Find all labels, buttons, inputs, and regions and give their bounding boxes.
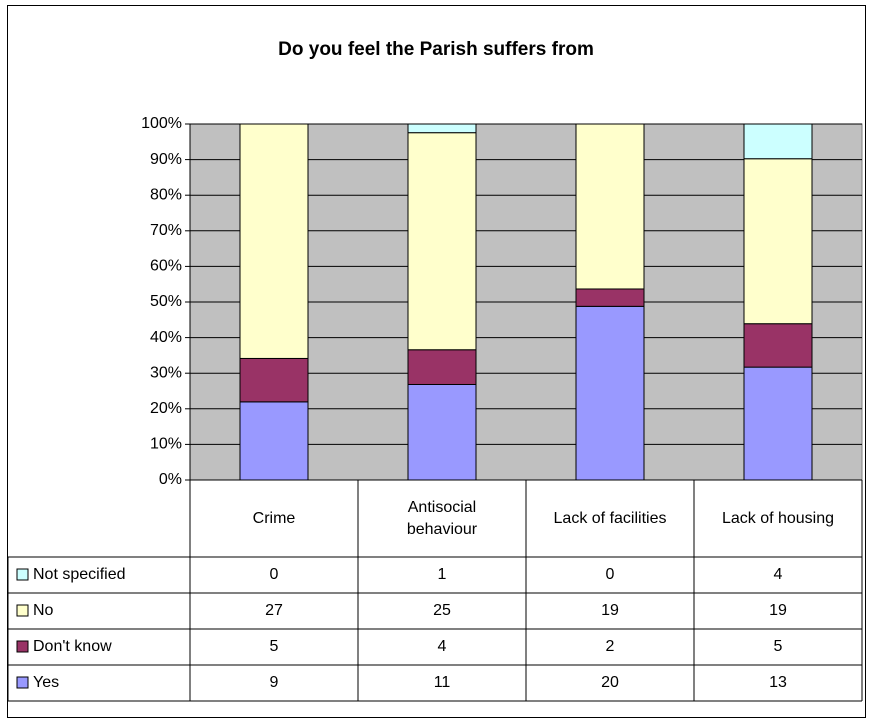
bar-segment [239,357,309,403]
table-header-cell: Lack of housing [721,509,835,527]
bar-segment [575,305,645,481]
y-tick-label: 70% [150,222,182,239]
category-label: Crime [252,509,296,527]
bar-segment [239,401,309,481]
bar-segment [407,132,477,351]
legend-label: Yes [33,674,59,691]
table-value: 19 [601,602,619,619]
bar-segment [743,158,813,325]
legend-swatch [16,640,29,653]
y-tick-label: 30% [150,364,182,381]
legend-swatch [16,676,29,689]
y-tick-label: 40% [150,329,182,346]
table-value: 5 [774,638,783,655]
category-label: Lack of facilities [553,509,667,527]
legend-label: No [33,602,54,619]
table-value: 20 [601,674,619,691]
table-header-cell: Crime [252,509,296,527]
table-value: 4 [774,566,783,583]
table-value: 27 [265,602,283,619]
y-tick-label: 50% [150,293,182,310]
bar-segment [743,123,813,160]
table-value: 0 [606,566,615,583]
y-tick-label: 20% [150,400,182,417]
bar-segment [239,123,309,359]
legend-swatch [16,604,29,617]
bar-segment [407,123,477,134]
table-header-cell: Lack of facilities [553,509,667,527]
legend-label: Don't know [33,638,112,655]
bar-segment [407,383,477,481]
legend-swatch [16,568,29,581]
table-value: 5 [270,638,279,655]
table-value: 0 [270,566,279,583]
table-value: 2 [606,638,615,655]
table-value: 11 [434,674,451,691]
y-tick-label: 90% [150,151,182,168]
y-tick-label: 100% [141,115,182,132]
y-tick-label: 80% [150,186,182,203]
category-label: Antisocial behaviour [406,498,478,538]
chart-title: Do you feel the Parish suffers from [278,39,594,60]
bar-segment [743,366,813,481]
y-tick-label: 10% [150,436,182,453]
category-label: Lack of housing [721,509,835,527]
y-tick-label: 0% [159,471,182,488]
table-value: 4 [438,638,447,655]
y-tick-label: 60% [150,258,182,275]
legend-label: Not specified [33,566,126,583]
bar-segment [575,123,645,290]
bar-segment [407,349,477,385]
bar-segment [575,288,645,307]
table-value: 9 [270,674,279,691]
table-header-cell: Antisocial behaviour [406,498,478,538]
table-value: 1 [438,566,447,583]
table-value: 13 [769,674,787,691]
table-value: 19 [769,602,787,619]
bar-segment [743,323,813,368]
table-value: 25 [433,602,451,619]
